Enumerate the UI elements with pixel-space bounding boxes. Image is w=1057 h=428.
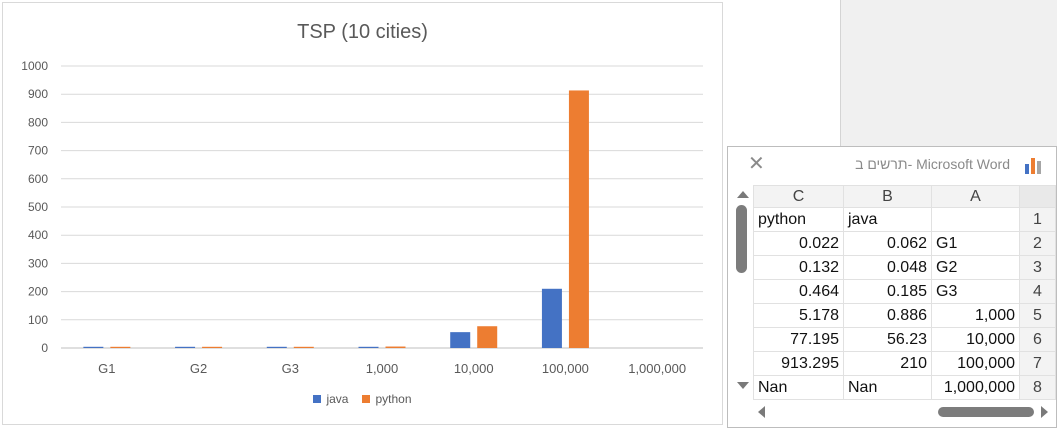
x-tick-label: 10,000: [454, 361, 494, 376]
bar-python: [385, 346, 406, 348]
column-header-a[interactable]: A: [931, 185, 1020, 208]
cell-c4[interactable]: 0.464: [753, 279, 844, 304]
bar-java: [175, 346, 196, 348]
legend-item-java: java: [313, 392, 348, 406]
cell-a3[interactable]: G2: [931, 255, 1020, 280]
bar-java: [358, 346, 379, 348]
cell-b5[interactable]: 0.886: [843, 303, 932, 328]
cell-c5[interactable]: 5.178: [753, 303, 844, 328]
legend-swatch-java: [313, 395, 322, 403]
bar-java: [83, 346, 104, 348]
bar-python: [568, 90, 589, 349]
sheet-title: תרשים ב- Microsoft Word: [855, 156, 1010, 172]
y-tick-label: 100: [28, 313, 48, 327]
sheet-titlebar[interactable]: ✕ תרשים ב- Microsoft Word: [728, 147, 1056, 181]
row-header[interactable]: 5: [1019, 303, 1056, 328]
bar-python: [293, 346, 314, 348]
x-tick-label: G1: [98, 361, 115, 376]
cell-b7[interactable]: 210: [843, 351, 932, 376]
row-header[interactable]: 4: [1019, 279, 1056, 304]
column-header-row: C B A: [753, 185, 1056, 208]
table-row: 77.195 56.23 10,000 6: [753, 327, 1056, 352]
legend-swatch-python: [362, 395, 371, 403]
vertical-scroll-thumb[interactable]: [736, 205, 747, 273]
chart-data-sheet-window[interactable]: ✕ תרשים ב- Microsoft Word C B A python j…: [727, 146, 1057, 428]
y-tick-label: 700: [28, 144, 48, 158]
cell-a6[interactable]: 10,000: [931, 327, 1020, 352]
x-tick-label: G2: [190, 361, 207, 376]
y-tick-label: 900: [28, 87, 48, 101]
cell-c8[interactable]: Nan: [753, 375, 844, 400]
chart-legend: java python: [3, 392, 722, 406]
scroll-right-arrow[interactable]: [1041, 406, 1048, 418]
row-header[interactable]: 6: [1019, 327, 1056, 352]
bar-python: [477, 326, 498, 348]
y-tick-label: 400: [28, 228, 48, 242]
select-all-corner[interactable]: [1019, 185, 1056, 208]
table-row: 5.178 0.886 1,000 5: [753, 303, 1056, 328]
cell-c3[interactable]: 0.132: [753, 255, 844, 280]
cell-c7[interactable]: 913.295: [753, 351, 844, 376]
cell-b1[interactable]: java: [843, 207, 932, 232]
column-header-b[interactable]: B: [843, 185, 932, 208]
y-tick-label: 300: [28, 256, 48, 270]
x-tick-label: 100,000: [542, 361, 589, 376]
y-tick-label: 800: [28, 115, 48, 129]
cell-a7[interactable]: 100,000: [931, 351, 1020, 376]
x-tick-label: G3: [282, 361, 299, 376]
x-tick-label: 1,000: [366, 361, 399, 376]
cell-b8[interactable]: Nan: [843, 375, 932, 400]
table-row: 0.464 0.185 G3 4: [753, 279, 1056, 304]
y-tick-label: 500: [28, 200, 48, 214]
y-tick-label: 1000: [21, 59, 48, 73]
cell-b2[interactable]: 0.062: [843, 231, 932, 256]
data-grid: C B A python java 1 0.022 0.062 G1 2 0.1…: [753, 185, 1056, 400]
legend-label-java: java: [326, 392, 349, 406]
cell-b4[interactable]: 0.185: [843, 279, 932, 304]
cell-b6[interactable]: 56.23: [843, 327, 932, 352]
scroll-down-arrow[interactable]: [737, 382, 749, 389]
table-row: 913.295 210 100,000 7: [753, 351, 1056, 376]
scroll-left-arrow[interactable]: [758, 406, 765, 418]
bar-python: [202, 346, 223, 348]
cell-a8[interactable]: 1,000,000: [931, 375, 1020, 400]
close-icon[interactable]: ✕: [748, 153, 765, 175]
bar-java: [450, 332, 471, 348]
table-row: Nan Nan 1,000,000 8: [753, 375, 1056, 400]
horizontal-scroll-thumb[interactable]: [938, 407, 1034, 417]
table-row: python java 1: [753, 207, 1056, 232]
table-row: 0.132 0.048 G2 3: [753, 255, 1056, 280]
cell-a4[interactable]: G3: [931, 279, 1020, 304]
row-header[interactable]: 1: [1019, 207, 1056, 232]
bar-java: [541, 288, 562, 348]
legend-label-python: python: [375, 392, 412, 406]
bar-chart: 0 100 200 300 400 500 600 700 800 900 1000 G1 G2 G3 1,…: [21, 59, 703, 376]
cell-c2[interactable]: 0.022: [753, 231, 844, 256]
table-row: 0.022 0.062 G1 2: [753, 231, 1056, 256]
chart-app-icon: [1025, 158, 1041, 174]
bar-python: [110, 346, 131, 348]
cell-c6[interactable]: 77.195: [753, 327, 844, 352]
cell-a2[interactable]: G1: [931, 231, 1020, 256]
cell-a5[interactable]: 1,000: [931, 303, 1020, 328]
chart-area[interactable]: 0 100 200 300 400 500 600 700 800 900 1000 G1 G2 G3 1,…: [2, 2, 723, 425]
cell-b3[interactable]: 0.048: [843, 255, 932, 280]
y-tick-label: 200: [28, 285, 48, 299]
cell-c1[interactable]: python: [753, 207, 844, 232]
cell-a1[interactable]: [931, 207, 1020, 232]
row-header[interactable]: 8: [1019, 375, 1056, 400]
x-tick-label: 1,000,000: [628, 361, 686, 376]
row-header[interactable]: 2: [1019, 231, 1056, 256]
bar-java: [266, 346, 287, 348]
y-tick-label: 0: [41, 341, 48, 355]
y-tick-label: 600: [28, 172, 48, 186]
chart-title: TSP (10 cities): [297, 21, 428, 43]
column-header-c[interactable]: C: [753, 185, 844, 208]
legend-item-python: python: [362, 392, 412, 406]
scroll-up-arrow[interactable]: [737, 191, 749, 198]
row-header[interactable]: 3: [1019, 255, 1056, 280]
row-header[interactable]: 7: [1019, 351, 1056, 376]
